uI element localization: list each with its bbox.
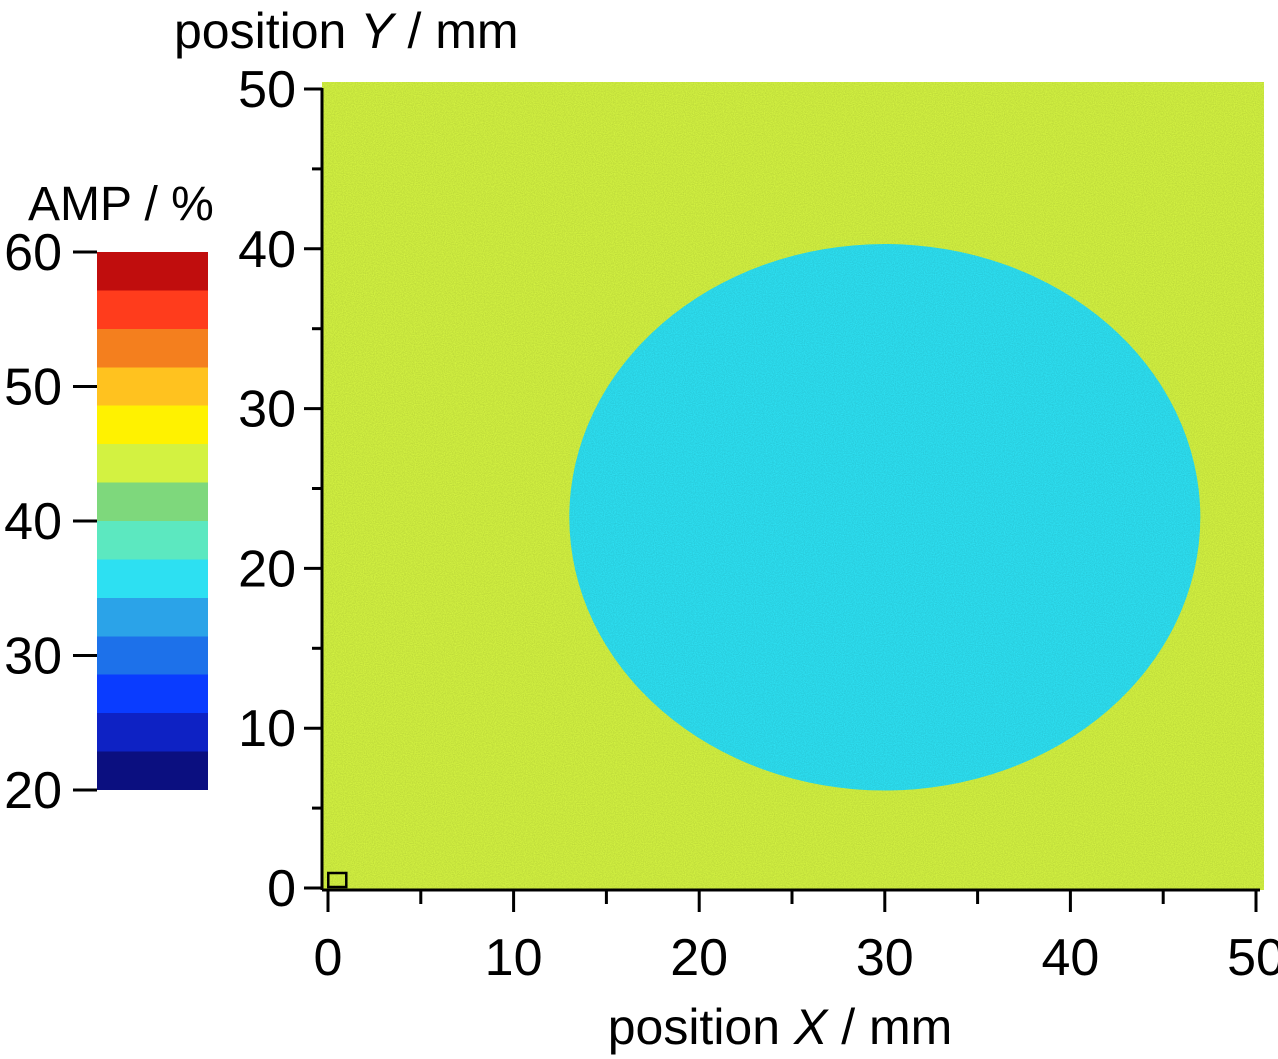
y-tick-label: 20 xyxy=(238,540,296,598)
x-tick-label: 20 xyxy=(670,929,728,987)
colorbar-tick-label: 50 xyxy=(4,359,62,417)
colorbar xyxy=(97,252,208,790)
y-axis-title: position Y / mm xyxy=(174,3,519,59)
y-tick-label: 10 xyxy=(238,700,296,758)
origin-marker xyxy=(327,871,348,889)
x-tick-label: 10 xyxy=(485,929,543,987)
colorbar-tick-label: 60 xyxy=(4,224,62,282)
colorbar-ticks: 20 30 40 50 60 xyxy=(4,224,97,820)
y-tick-label: 40 xyxy=(238,221,296,279)
y-tick-label: 30 xyxy=(238,381,296,439)
x-tick-label: 40 xyxy=(1041,929,1099,987)
y-axis-ticks: 0 10 20 30 40 50 xyxy=(238,61,322,918)
x-axis-ticks: 0 10 20 30 40 50 xyxy=(314,890,1278,987)
heatmap-plot-area xyxy=(322,82,1264,890)
heatmap-noise-texture xyxy=(322,82,1264,890)
y-tick-label: 50 xyxy=(238,61,296,119)
colorbar-tick-label: 40 xyxy=(4,493,62,551)
colorbar-tick-label: 20 xyxy=(4,762,62,820)
x-tick-label: 30 xyxy=(856,929,914,987)
x-axis-title: position X / mm xyxy=(608,999,953,1055)
x-tick-label: 0 xyxy=(314,929,343,987)
colorbar-title: AMP / % xyxy=(28,178,214,231)
x-tick-label: 50 xyxy=(1227,929,1278,987)
y-tick-label: 0 xyxy=(267,860,296,918)
colorbar-tick-label: 30 xyxy=(4,628,62,686)
